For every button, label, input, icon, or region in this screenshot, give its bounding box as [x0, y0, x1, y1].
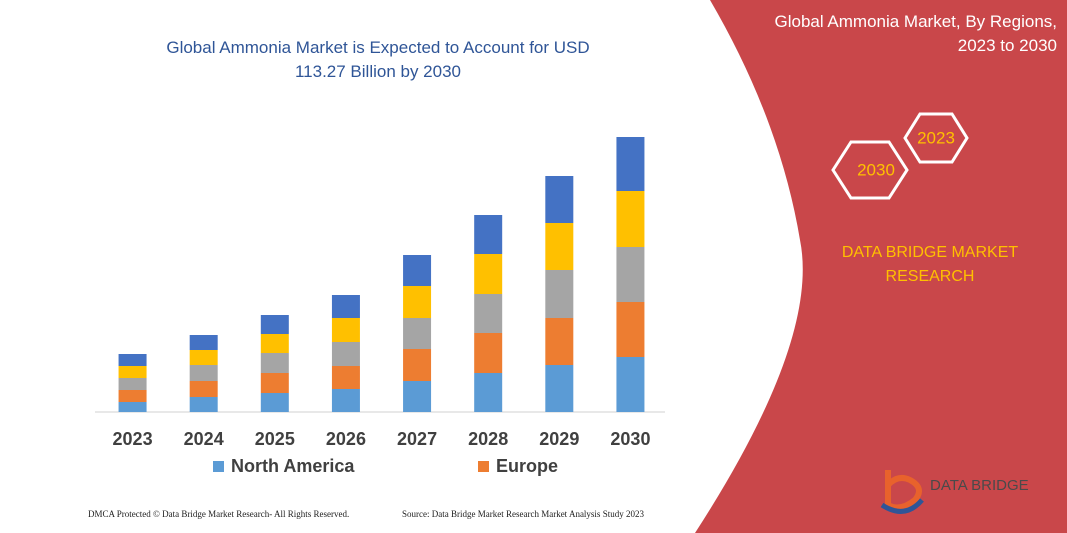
panel-title: Global Ammonia Market, By Regions, 2023 …	[774, 12, 1057, 55]
bar-segment	[616, 302, 645, 357]
bar-segment	[189, 335, 218, 350]
bar-segment	[474, 333, 503, 373]
bar-segment	[545, 176, 574, 223]
bar-segment	[331, 389, 360, 412]
legend-label: North America	[231, 456, 355, 476]
bar-segment	[118, 366, 147, 378]
legend-swatch	[213, 461, 224, 472]
bar-segment	[118, 390, 147, 402]
bar-segment	[403, 381, 432, 412]
bar-segment	[545, 318, 574, 365]
bar-segment	[403, 286, 432, 318]
bar-segment	[403, 349, 432, 381]
x-tick-label: 2028	[468, 429, 508, 449]
bar-segment	[260, 373, 289, 393]
bar-segment	[260, 334, 289, 353]
bar-segment	[260, 315, 289, 334]
legend-swatch	[478, 461, 489, 472]
x-tick-label: 2029	[539, 429, 579, 449]
footer-text: DMCA Protected © Data Bridge Market Rese…	[88, 509, 350, 519]
bar-segment	[331, 366, 360, 389]
bar-segment	[403, 255, 432, 286]
bar-segment	[331, 295, 360, 318]
x-tick-label: 2026	[326, 429, 366, 449]
bar-segment	[189, 365, 218, 381]
bar-segment	[118, 354, 147, 366]
hex-label: 2030	[857, 160, 895, 179]
chart-title: Global Ammonia Market is Expected to Acc…	[166, 38, 590, 81]
footer-text: Source: Data Bridge Market Research Mark…	[402, 509, 644, 519]
bar-segment	[616, 191, 645, 247]
bar-segment	[403, 318, 432, 349]
bar-segment	[260, 393, 289, 412]
bar-segment	[616, 357, 645, 412]
x-tick-label: 2024	[184, 429, 224, 449]
bar-segment	[189, 397, 218, 412]
bar-segment	[616, 137, 645, 191]
x-tick-label: 2023	[113, 429, 153, 449]
logo-mark	[880, 498, 924, 514]
hex-label: 2023	[917, 128, 955, 147]
bar-segment	[260, 353, 289, 373]
brand-text: DATA BRIDGE MARKET RESEARCH	[841, 244, 1019, 285]
bar-segment	[616, 247, 645, 302]
hexagon	[831, 140, 909, 200]
x-tick-label: 2030	[610, 429, 650, 449]
bar-segment	[545, 365, 574, 412]
bar-segment	[474, 215, 503, 254]
hexagon	[903, 112, 969, 164]
bar-segment	[118, 378, 147, 390]
bar-segment	[118, 402, 147, 412]
bar-segment	[189, 350, 218, 365]
bar-segment	[474, 373, 503, 412]
bar-segment	[545, 270, 574, 318]
bar-segment	[189, 381, 218, 397]
bar-segment	[545, 223, 574, 270]
bar-segment	[331, 318, 360, 342]
x-tick-label: 2025	[255, 429, 295, 449]
bar-segment	[474, 294, 503, 333]
bar-segment	[331, 342, 360, 366]
bar-segment	[474, 254, 503, 294]
logo-text: DATA BRIDGE	[930, 477, 1029, 494]
logo-mark	[885, 470, 922, 511]
x-tick-label: 2027	[397, 429, 437, 449]
legend-label: Europe	[496, 456, 558, 476]
side-panel	[695, 0, 1067, 533]
